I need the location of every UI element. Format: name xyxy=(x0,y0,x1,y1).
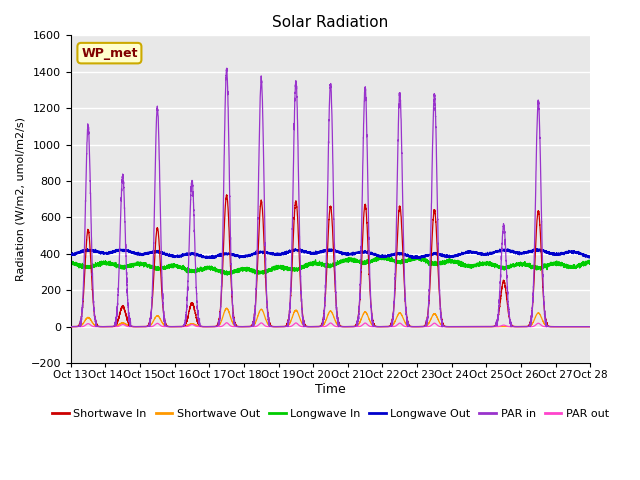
Legend: Shortwave In, Shortwave Out, Longwave In, Longwave Out, PAR in, PAR out: Shortwave In, Shortwave Out, Longwave In… xyxy=(48,404,613,423)
Shortwave In xyxy=(447,324,454,329)
Title: Solar Radiation: Solar Radiation xyxy=(273,15,388,30)
PAR out xyxy=(223,320,230,325)
PAR out xyxy=(461,324,469,329)
Line: PAR in: PAR in xyxy=(71,68,590,326)
PAR in xyxy=(564,324,572,329)
Shortwave In xyxy=(67,324,75,329)
Longwave In xyxy=(223,272,231,278)
Longwave In xyxy=(447,259,454,264)
Longwave In xyxy=(564,263,572,269)
Longwave In xyxy=(67,259,75,265)
PAR out xyxy=(586,324,594,329)
Shortwave Out xyxy=(243,324,251,329)
Shortwave In xyxy=(223,192,230,198)
Shortwave Out xyxy=(67,324,75,329)
Shortwave Out xyxy=(447,324,454,329)
PAR out xyxy=(313,324,321,329)
PAR in xyxy=(67,324,75,329)
PAR in xyxy=(76,324,84,329)
Longwave In xyxy=(461,264,469,270)
Longwave In xyxy=(313,261,321,266)
PAR in xyxy=(447,324,454,329)
Line: Shortwave Out: Shortwave Out xyxy=(71,308,590,326)
Shortwave In xyxy=(558,324,566,329)
Longwave In xyxy=(378,252,386,257)
PAR out xyxy=(558,324,566,329)
Longwave Out xyxy=(67,252,75,258)
Text: WP_met: WP_met xyxy=(81,47,138,60)
Longwave In xyxy=(558,262,566,268)
PAR in xyxy=(244,324,252,329)
Line: Longwave In: Longwave In xyxy=(71,254,590,275)
Longwave In xyxy=(586,259,594,265)
PAR in xyxy=(558,324,566,329)
Line: Shortwave In: Shortwave In xyxy=(71,195,590,326)
Shortwave Out xyxy=(586,324,594,329)
Y-axis label: Radiation (W/m2, umol/m2/s): Radiation (W/m2, umol/m2/s) xyxy=(15,117,25,281)
PAR in xyxy=(461,324,469,329)
PAR out xyxy=(243,324,251,329)
Shortwave In xyxy=(564,324,572,329)
Shortwave In xyxy=(243,324,251,329)
Longwave Out xyxy=(417,256,424,262)
Longwave In xyxy=(243,267,251,273)
Shortwave Out xyxy=(558,324,566,329)
Longwave Out xyxy=(313,250,321,256)
X-axis label: Time: Time xyxy=(315,383,346,396)
PAR in xyxy=(223,65,230,71)
Line: PAR out: PAR out xyxy=(71,323,590,326)
PAR out xyxy=(67,324,75,329)
Shortwave Out xyxy=(564,324,572,329)
Longwave Out xyxy=(586,254,594,260)
Longwave Out xyxy=(558,251,566,257)
Shortwave In xyxy=(313,324,321,329)
Shortwave Out xyxy=(461,324,469,329)
Line: Longwave Out: Longwave Out xyxy=(71,249,590,259)
PAR in xyxy=(586,324,594,329)
Longwave Out xyxy=(243,253,251,259)
Longwave Out xyxy=(564,249,572,254)
Shortwave In xyxy=(586,324,594,329)
Shortwave In xyxy=(461,324,469,329)
Shortwave Out xyxy=(223,305,230,311)
PAR out xyxy=(447,324,454,329)
Shortwave Out xyxy=(313,324,321,329)
PAR out xyxy=(564,324,572,329)
Longwave Out xyxy=(461,250,469,255)
PAR in xyxy=(313,324,321,329)
Longwave Out xyxy=(447,254,454,260)
Longwave Out xyxy=(532,246,540,252)
